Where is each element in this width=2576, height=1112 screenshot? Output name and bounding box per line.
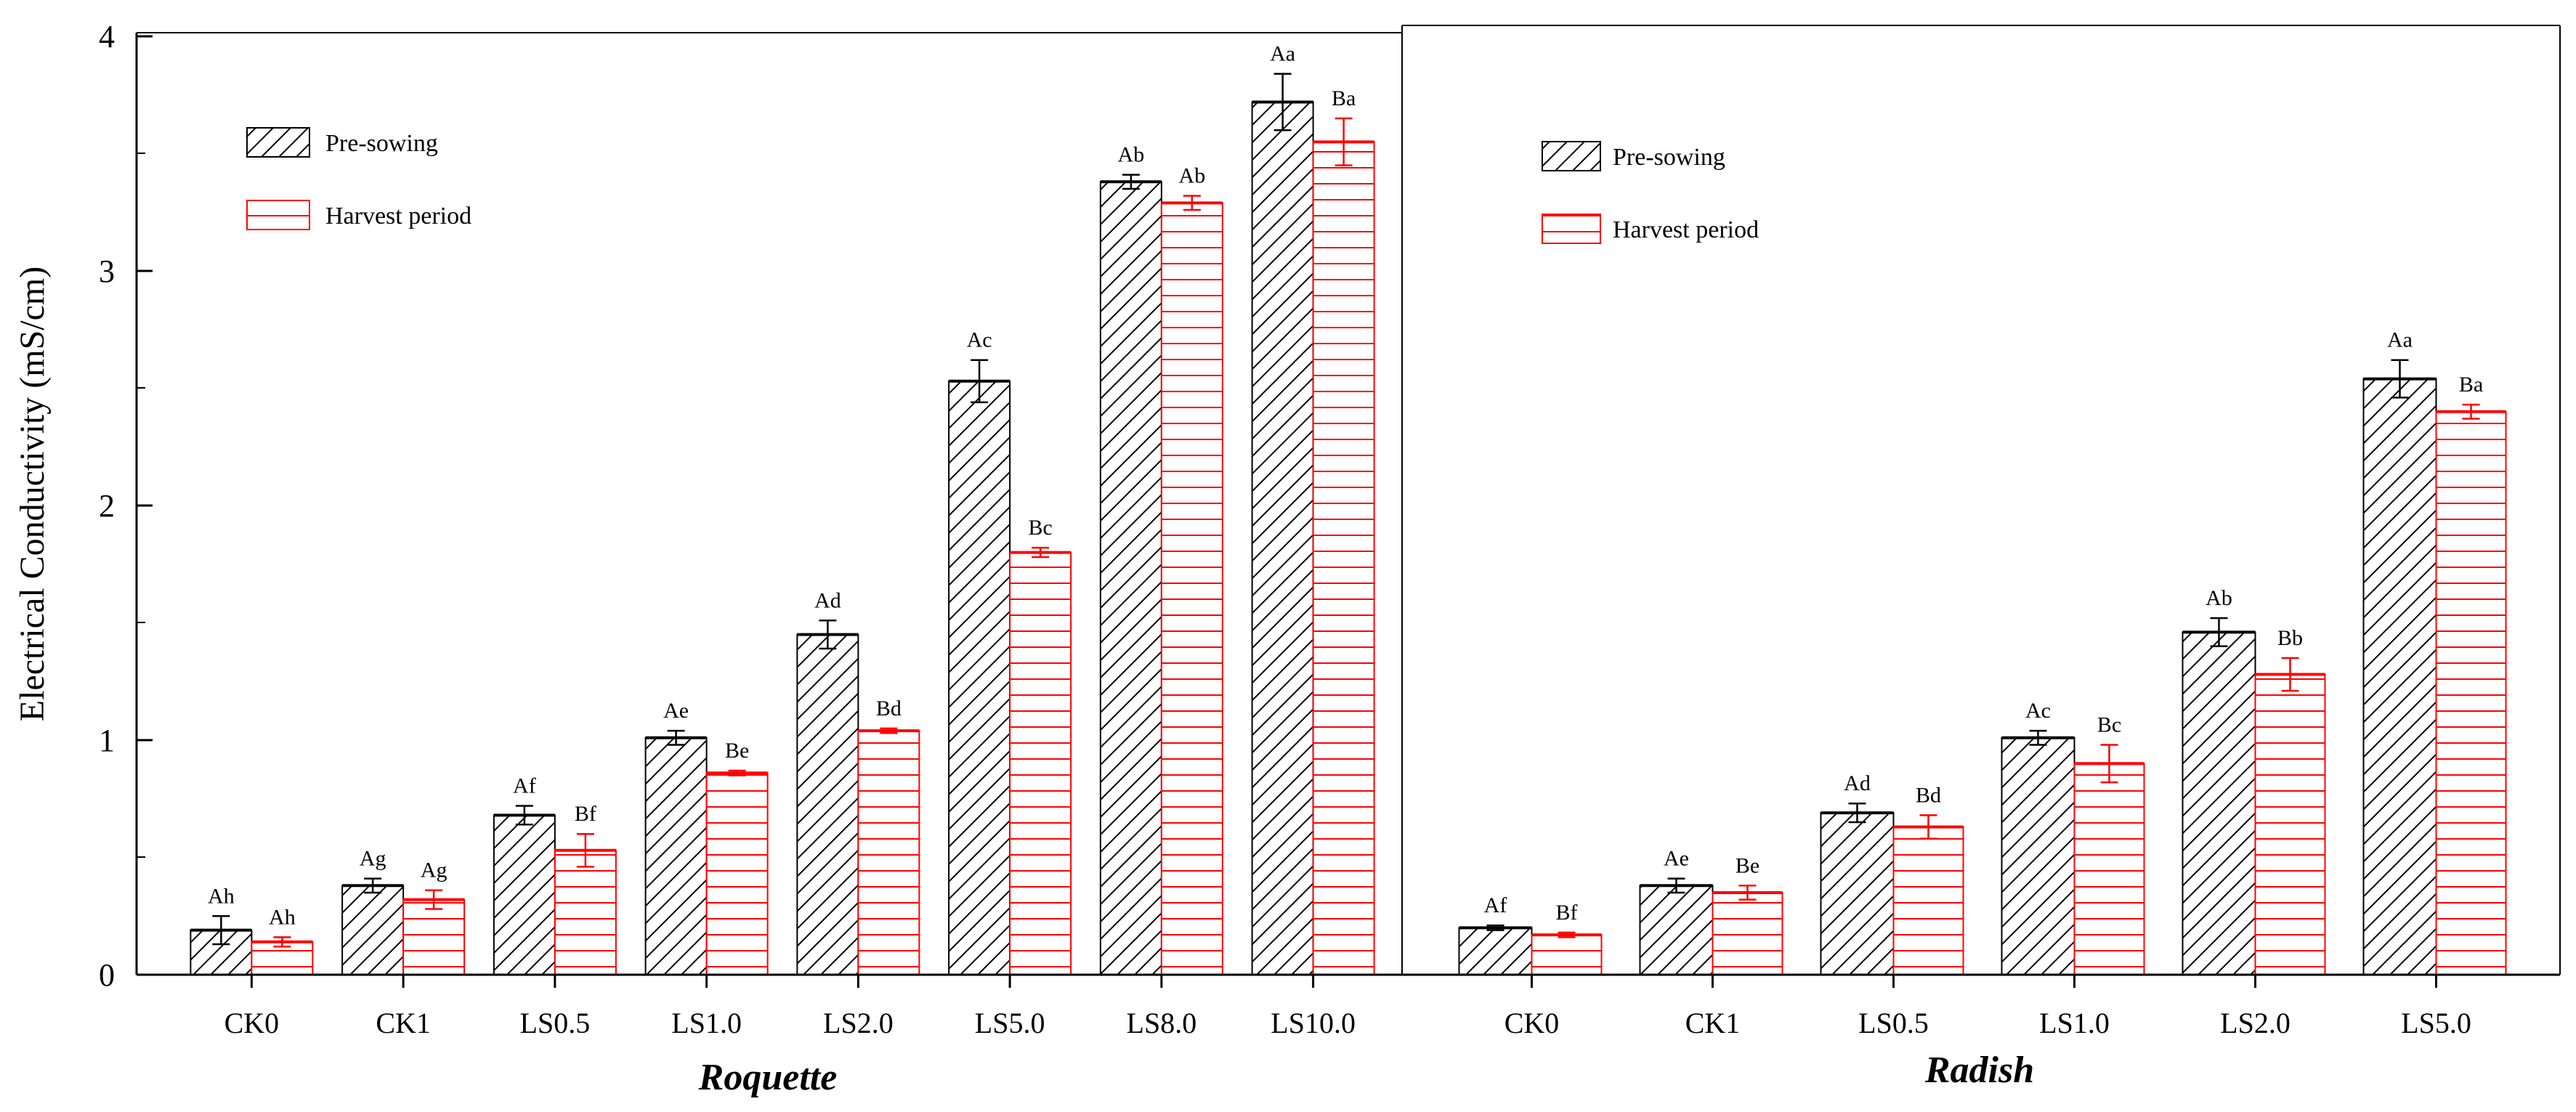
- significance-label: Bf: [1556, 901, 1578, 925]
- x-tick-label: LS5.0: [2401, 1007, 2471, 1039]
- x-tick-label: CK1: [376, 1007, 431, 1039]
- bar-pre-sowing: [2001, 736, 2075, 976]
- bar-harvest: [1009, 551, 1072, 975]
- bar-pre-sowing: [2362, 378, 2437, 975]
- bar-pre-sowing: [1458, 927, 1533, 976]
- radish-panel: Af Bf CK0 Ae Be CK1 Ad Bd LS0.5 Ac Bc LS1.0 Ab Bb LS2.…: [1458, 141, 2507, 1091]
- legend-label-pre-sowing: Pre-sowing: [325, 130, 438, 157]
- y-tick-label: 0: [99, 957, 115, 993]
- bar-harvest: [857, 730, 920, 976]
- roquette-title: Roquette: [698, 1057, 838, 1098]
- bar-pre-sowing: [644, 736, 708, 976]
- significance-label: Ab: [1118, 143, 1145, 167]
- significance-label: Ah: [208, 884, 235, 908]
- bar-pre-sowing: [796, 633, 859, 976]
- legend-label-harvest: Harvest period: [325, 203, 471, 230]
- legend-label-pre-sowing: Pre-sowing: [1613, 144, 1725, 171]
- bar-harvest: [2254, 673, 2326, 975]
- roquette-legend: Pre-sowing Harvest period: [246, 127, 471, 230]
- x-tick-label: LS1.0: [671, 1007, 742, 1039]
- significance-label: Ag: [360, 847, 386, 871]
- roquette-bars: Ah Ah CK0 Ag Ag CK1 Af Bf LS0.5 Ae Be LS1.0 Ad Bd LS2.…: [190, 42, 1375, 1039]
- significance-label: Ab: [2206, 586, 2232, 610]
- bar-harvest: [2073, 763, 2145, 976]
- significance-label: Bb: [2277, 626, 2303, 650]
- x-tick-label: CK1: [1685, 1007, 1741, 1039]
- x-tick-label: CK0: [1504, 1007, 1560, 1039]
- bar-pre-sowing: [493, 814, 556, 975]
- significance-label: Ab: [1179, 164, 1206, 188]
- bar-harvest: [705, 772, 769, 975]
- bar-harvest: [402, 898, 466, 976]
- radish-title: Radish: [1924, 1050, 2034, 1091]
- legend-swatch-pre-sowing: [1542, 141, 1601, 171]
- bar-harvest: [1160, 202, 1223, 976]
- x-tick-label: LS5.0: [975, 1007, 1045, 1039]
- bar-harvest: [1892, 826, 1964, 976]
- significance-label: Ad: [1844, 771, 1871, 795]
- significance-label: Bd: [1916, 783, 1941, 807]
- significance-label: Bc: [1028, 516, 1052, 540]
- x-tick-label: LS2.0: [2220, 1007, 2291, 1039]
- chart-frame: [135, 25, 2561, 976]
- significance-label: Ag: [421, 859, 447, 882]
- bar-pre-sowing: [1099, 181, 1162, 975]
- bar-pre-sowing: [1639, 885, 1714, 976]
- radish-bars: Af Bf CK0 Ae Be CK1 Ad Bd LS0.5 Ac Bc LS1.0 Ab Bb LS2.…: [1458, 328, 2507, 1039]
- y-tick-label: 1: [99, 723, 115, 758]
- bar-pre-sowing: [948, 380, 1011, 975]
- x-tick-label: LS0.5: [1858, 1007, 1929, 1039]
- bar-harvest: [1531, 934, 1603, 975]
- significance-label: Ae: [1664, 847, 1689, 871]
- y-axis-title: Electrical Conductivity (mS/cm): [13, 267, 52, 722]
- bar-pre-sowing: [2182, 631, 2256, 975]
- significance-label: Ba: [1332, 86, 1356, 110]
- x-tick-label: LS2.0: [823, 1007, 894, 1039]
- bar-harvest: [554, 849, 617, 976]
- legend-swatch-harvest: [246, 200, 310, 230]
- significance-label: Be: [1735, 853, 1759, 877]
- x-tick-label: CK0: [224, 1007, 280, 1039]
- significance-label: Bc: [2097, 713, 2121, 736]
- y-ticks: [137, 35, 153, 976]
- legend-swatch-pre-sowing: [246, 127, 310, 158]
- bar-pre-sowing: [341, 885, 405, 976]
- x-tick-label: LS1.0: [2039, 1007, 2110, 1039]
- y-tick-label: 2: [99, 488, 115, 524]
- significance-label: Ad: [814, 588, 841, 612]
- significance-label: Bf: [575, 802, 596, 826]
- significance-label: Ac: [967, 328, 992, 352]
- radish-legend: Pre-sowing Harvest period: [1542, 141, 1759, 244]
- bar-harvest: [1312, 141, 1375, 976]
- y-tick-label: 4: [99, 19, 115, 54]
- x-tick-label: LS8.0: [1127, 1007, 1197, 1039]
- significance-label: Ae: [663, 699, 689, 723]
- significance-label: Af: [1484, 893, 1507, 917]
- x-tick-label: LS10.0: [1271, 1007, 1356, 1039]
- bar-pre-sowing: [1820, 812, 1895, 975]
- y-tick-labels: 0 1 2 3 4: [99, 19, 115, 993]
- legend-swatch-harvest: [1542, 214, 1601, 244]
- legend-label-harvest: Harvest period: [1613, 216, 1759, 243]
- y-tick-label: 3: [99, 253, 115, 289]
- significance-label: Bd: [876, 697, 902, 721]
- bar-harvest: [2435, 410, 2507, 975]
- significance-label: Be: [725, 739, 749, 763]
- roquette-panel: Ah Ah CK0 Ag Ag CK1 Af Bf LS0.5 Ae Be LS1.0 Ad Bd LS2.…: [190, 42, 1375, 1098]
- x-tick-label: LS0.5: [520, 1007, 591, 1039]
- significance-label: Aa: [2387, 328, 2413, 352]
- significance-label: Aa: [1270, 42, 1295, 66]
- significance-label: Af: [513, 774, 536, 798]
- bar-harvest: [1712, 891, 1783, 975]
- bar-pre-sowing: [1251, 101, 1314, 976]
- significance-label: Ac: [2025, 699, 2051, 723]
- significance-label: Ba: [2459, 373, 2483, 397]
- significance-label: Ah: [269, 905, 296, 929]
